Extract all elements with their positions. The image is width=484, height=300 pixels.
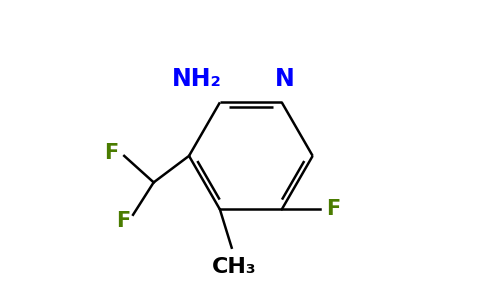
Text: F: F (116, 211, 130, 231)
Text: F: F (104, 143, 118, 163)
Text: CH₃: CH₃ (212, 256, 257, 277)
Text: N: N (275, 67, 295, 91)
Text: F: F (326, 200, 340, 219)
Text: NH₂: NH₂ (171, 67, 221, 91)
